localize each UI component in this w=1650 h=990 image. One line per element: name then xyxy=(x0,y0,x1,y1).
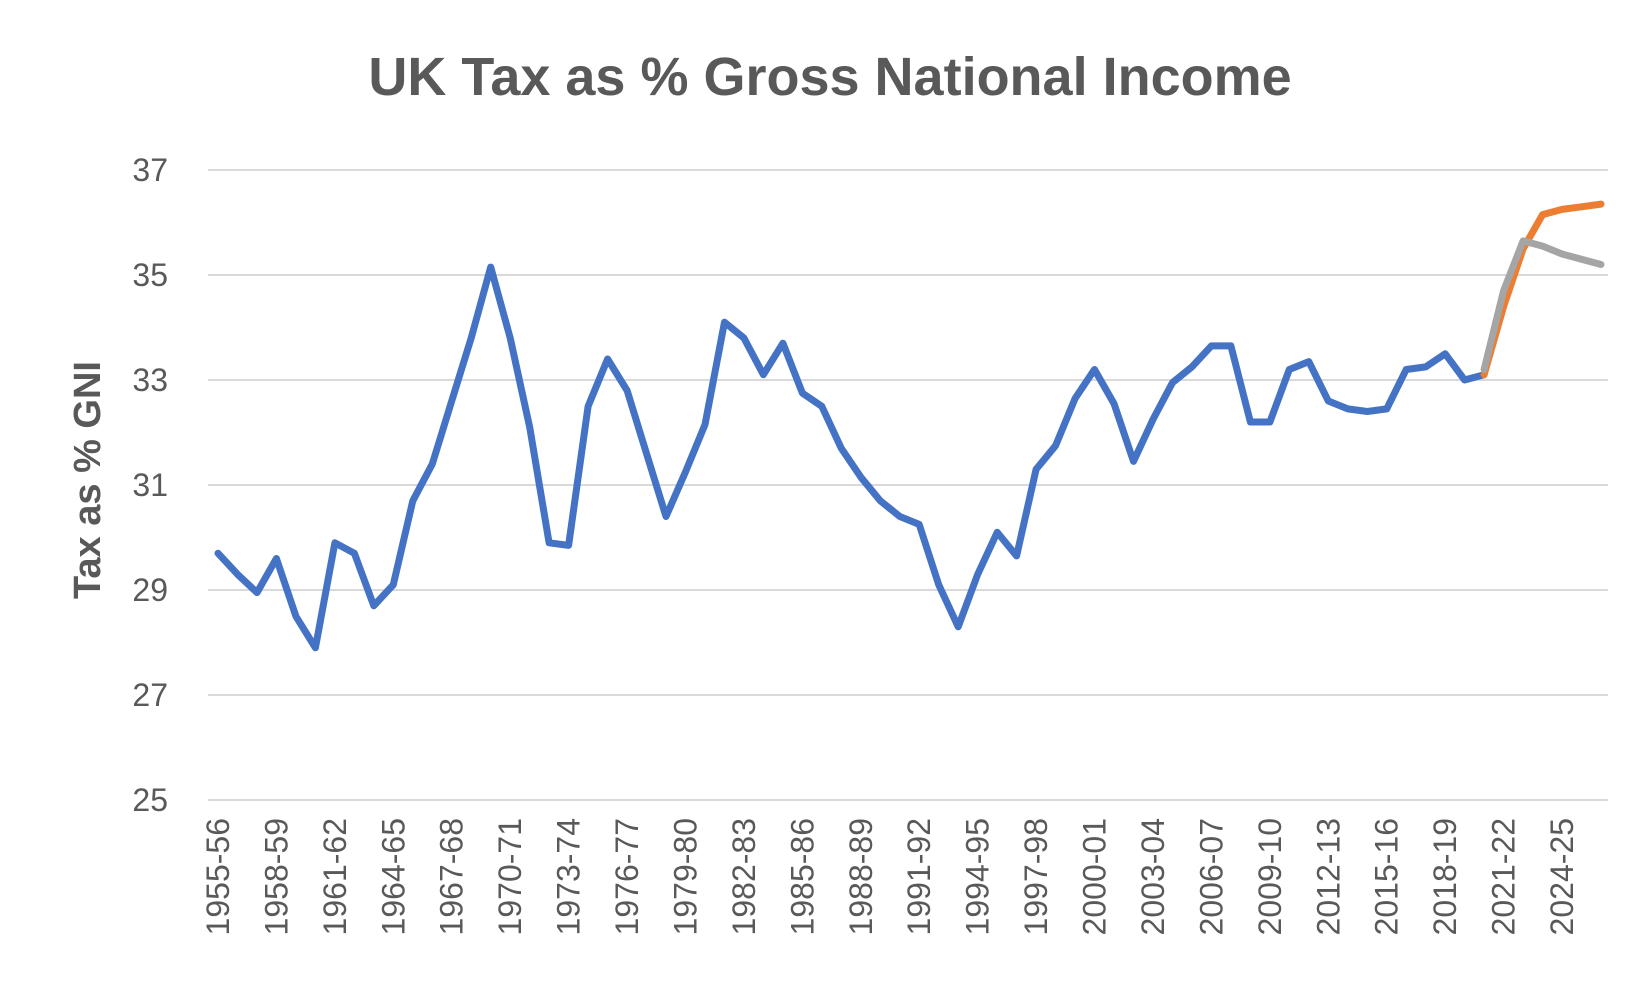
x-tick-label: 2006-07 xyxy=(1193,818,1229,935)
x-tick-label: 1979-80 xyxy=(667,818,703,935)
x-tick-label: 2012-13 xyxy=(1310,818,1346,935)
x-tick-label: 1958-59 xyxy=(258,818,294,935)
y-tick-label: 31 xyxy=(132,467,168,503)
series-lines xyxy=(214,200,1605,652)
x-tick-label: 1961-62 xyxy=(317,818,353,935)
series-line-2 xyxy=(1480,200,1605,379)
x-tick-label: 1982-83 xyxy=(726,818,762,935)
x-tick-label: 1991-92 xyxy=(901,818,937,935)
x-tick-label: 1955-56 xyxy=(200,818,236,935)
y-axis-label: Tax as % GNI xyxy=(67,361,109,599)
x-tick-label: 2015-16 xyxy=(1369,818,1405,935)
gridlines xyxy=(208,169,1608,801)
x-tick-label: 1985-86 xyxy=(784,818,820,935)
x-tick-label: 1967-68 xyxy=(434,818,470,935)
x-tick-label: 2021-22 xyxy=(1486,818,1522,935)
chart-title: UK Tax as % Gross National Income xyxy=(368,47,1291,107)
x-tick-label: 1976-77 xyxy=(609,818,645,935)
x-tick-label: 2000-01 xyxy=(1077,818,1113,935)
x-tick-label: 2009-10 xyxy=(1252,818,1288,935)
x-tick-label: 1997-98 xyxy=(1018,818,1054,935)
x-tick-label: 1988-89 xyxy=(843,818,879,935)
series-line-1 xyxy=(214,263,1488,652)
y-tick-label: 25 xyxy=(132,782,168,818)
x-tick-label: 2003-04 xyxy=(1135,818,1171,935)
y-axis-ticks: 25 27 29 31 33 35 37 xyxy=(132,152,168,818)
x-axis-ticks: 1955-56 1958-59 1961-62 1964-65 1967-68 1970-… xyxy=(200,818,1580,935)
y-tick-label: 27 xyxy=(132,677,168,713)
y-tick-label: 33 xyxy=(132,362,168,398)
x-tick-label: 1973-74 xyxy=(551,818,587,935)
y-tick-label: 35 xyxy=(132,257,168,293)
x-tick-label: 2024-25 xyxy=(1544,818,1580,935)
y-tick-label: 29 xyxy=(132,572,168,608)
x-tick-label: 1970-71 xyxy=(492,818,528,935)
x-tick-label: 1994-95 xyxy=(960,818,996,935)
series-line-3 xyxy=(1480,237,1605,373)
y-tick-label: 37 xyxy=(132,152,168,188)
x-tick-label: 1964-65 xyxy=(375,818,411,935)
x-tick-label: 2018-19 xyxy=(1427,818,1463,935)
